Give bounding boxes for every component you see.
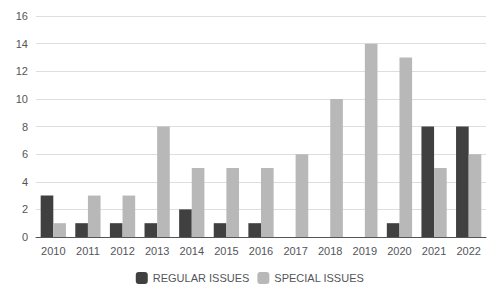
svg-text:2021: 2021 [422,245,446,257]
svg-text:2016: 2016 [249,245,273,257]
svg-text:4: 4 [22,176,28,188]
svg-text:14: 14 [16,38,28,50]
svg-text:2018: 2018 [318,245,342,257]
svg-text:10: 10 [16,93,28,105]
svg-text:SPECIAL ISSUES: SPECIAL ISSUES [274,272,363,284]
svg-text:2: 2 [22,203,28,215]
svg-text:2022: 2022 [456,245,480,257]
svg-text:2010: 2010 [41,245,65,257]
svg-text:8: 8 [22,121,28,133]
svg-text:REGULAR ISSUES: REGULAR ISSUES [153,272,250,284]
svg-text:2013: 2013 [145,245,169,257]
svg-text:12: 12 [16,65,28,77]
svg-text:2020: 2020 [387,245,411,257]
svg-text:2017: 2017 [283,245,307,257]
svg-text:0: 0 [22,231,28,243]
svg-text:2019: 2019 [353,245,377,257]
svg-text:2011: 2011 [76,245,100,257]
svg-text:16: 16 [16,10,28,22]
svg-text:2015: 2015 [214,245,238,257]
svg-text:2012: 2012 [110,245,134,257]
svg-text:6: 6 [22,148,28,160]
svg-text:2014: 2014 [180,245,204,257]
